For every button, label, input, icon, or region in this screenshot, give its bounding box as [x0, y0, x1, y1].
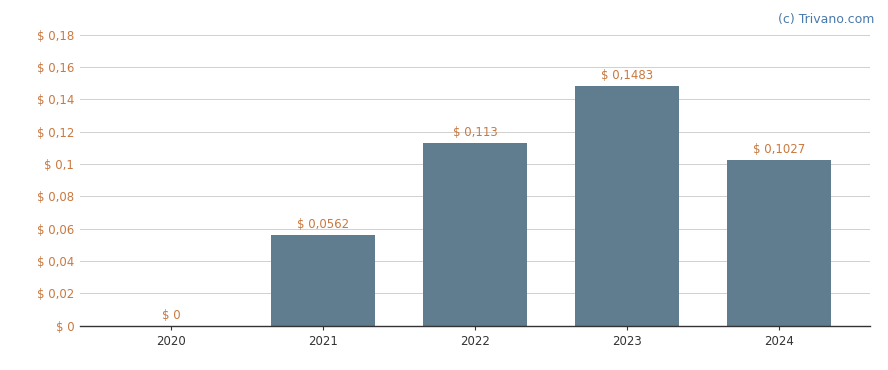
Text: $ 0,1027: $ 0,1027 [753, 142, 805, 155]
Bar [424, 143, 527, 326]
Text: (c) Trivano.com: (c) Trivano.com [778, 13, 875, 26]
Text: $ 0,1483: $ 0,1483 [601, 69, 654, 82]
Text: $ 0: $ 0 [162, 309, 180, 322]
Bar [272, 235, 375, 326]
Bar [575, 86, 678, 326]
Text: $ 0,0562: $ 0,0562 [297, 218, 349, 231]
Bar [727, 159, 831, 326]
Text: $ 0,113: $ 0,113 [453, 126, 497, 139]
